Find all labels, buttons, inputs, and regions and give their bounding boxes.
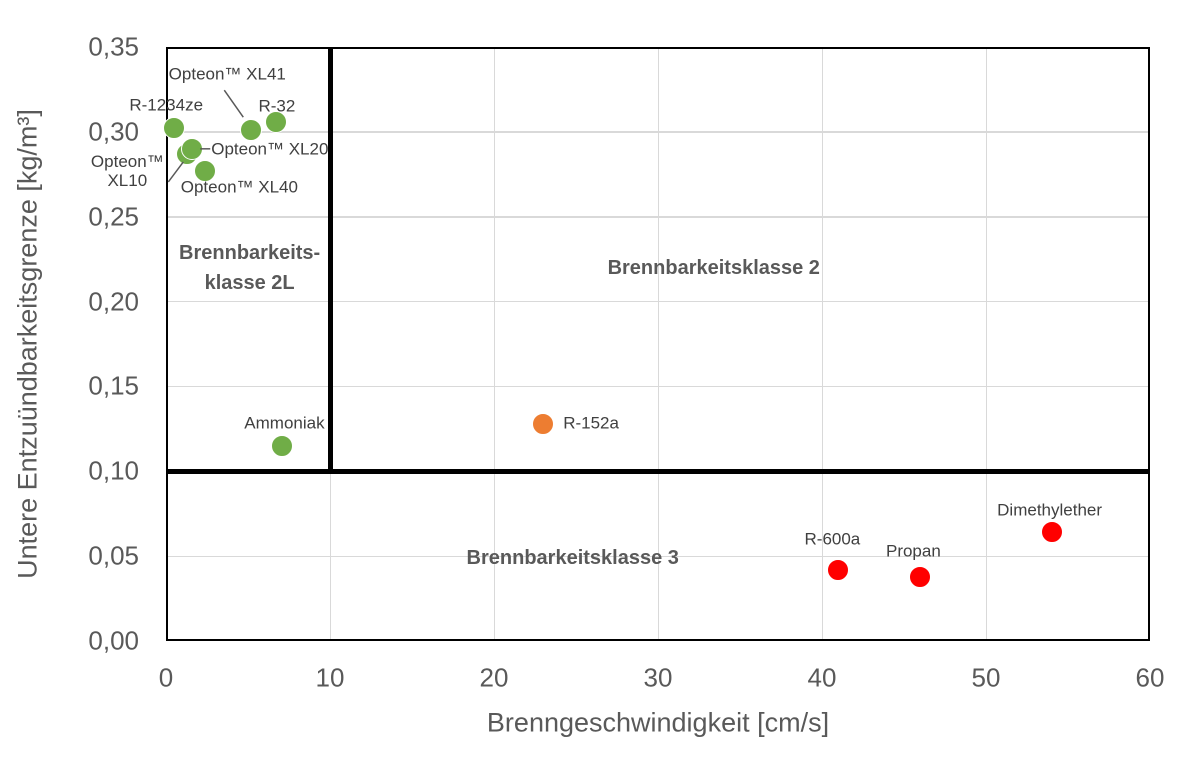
- gridline-x-20: [493, 47, 495, 641]
- x-tick-10: 10: [315, 662, 345, 693]
- y-tick-0,10: 0,10: [88, 455, 139, 486]
- point-label-ammoniak: Ammoniak: [244, 413, 325, 433]
- gridline-x-40: [821, 47, 823, 641]
- x-axis-title: Brenngeschwindigkeit [cm/s]: [486, 707, 830, 738]
- x-tick-20: 20: [479, 662, 509, 693]
- point-label-r-32: R-32: [258, 96, 296, 116]
- region-label-klasse-2: Brennbarkeitsklasse 2: [607, 256, 820, 279]
- region-label-klasse-3: Brennbarkeitsklasse 3: [466, 546, 679, 569]
- gridline-y-0.15: [166, 385, 1150, 388]
- data-point-r-152a: [532, 412, 555, 435]
- gridline-x-50: [985, 47, 987, 641]
- class-boundary-vertical: [327, 47, 333, 474]
- gridline-y-0.05: [166, 555, 1150, 558]
- gridline-y-0.3: [166, 131, 1150, 133]
- x-tick-60: 60: [1135, 662, 1165, 693]
- data-point-r-1234ze: [163, 117, 186, 140]
- x-tick-30: 30: [643, 662, 673, 693]
- point-label-opteon-xl41: Opteon™ XL41: [168, 64, 286, 84]
- point-label-propan: Propan: [885, 541, 941, 560]
- y-tick-0,05: 0,05: [88, 540, 139, 571]
- y-tick-0,15: 0,15: [88, 370, 139, 401]
- point-label-r-600a: R-600a: [804, 529, 861, 549]
- point-label-opteon-xl10: Opteon™ XL10: [90, 151, 164, 190]
- y-tick-0,30: 0,30: [88, 116, 139, 147]
- data-point-dimethylether: [1040, 521, 1063, 544]
- x-tick-40: 40: [807, 662, 837, 693]
- point-label-dimethylether: Dimethylether: [997, 500, 1103, 520]
- point-label-opteon-xl40: Opteon™ XL40: [180, 177, 298, 197]
- y-tick-0,35: 0,35: [88, 31, 139, 62]
- plot-area-border: [166, 47, 1150, 641]
- data-point-r-600a: [827, 558, 850, 581]
- data-point-ammoniak: [271, 434, 294, 457]
- point-label-opteon-xl20: Opteon™ XL20: [211, 139, 329, 159]
- gridline-x-30: [657, 47, 659, 641]
- point-label-r-152a: R-152a: [563, 413, 619, 433]
- class-boundary-horizontal: [166, 468, 1150, 474]
- y-tick-0,00: 0,00: [88, 625, 139, 656]
- data-point-r-32: [264, 110, 287, 133]
- gridline-y-0.25: [166, 216, 1150, 218]
- y-tick-0,20: 0,20: [88, 286, 139, 317]
- x-tick-50: 50: [971, 662, 1001, 693]
- data-point-propan: [909, 565, 932, 588]
- region-label-klasse-2l: Brennbarkeits-klasse 2L: [179, 241, 321, 294]
- point-label-r-1234ze: R-1234ze: [129, 95, 204, 115]
- x-tick-0: 0: [158, 662, 174, 693]
- y-axis-title: Untere Entzuündbarkeitsgrenze [kg/m³]: [12, 109, 43, 579]
- data-point-opteon-xl41: [240, 119, 263, 142]
- data-point-opteon-xl40: [194, 159, 217, 182]
- gridline-y-0.2: [166, 301, 1150, 303]
- data-point-opteon-xl20: [181, 137, 204, 160]
- y-tick-0,25: 0,25: [88, 201, 139, 232]
